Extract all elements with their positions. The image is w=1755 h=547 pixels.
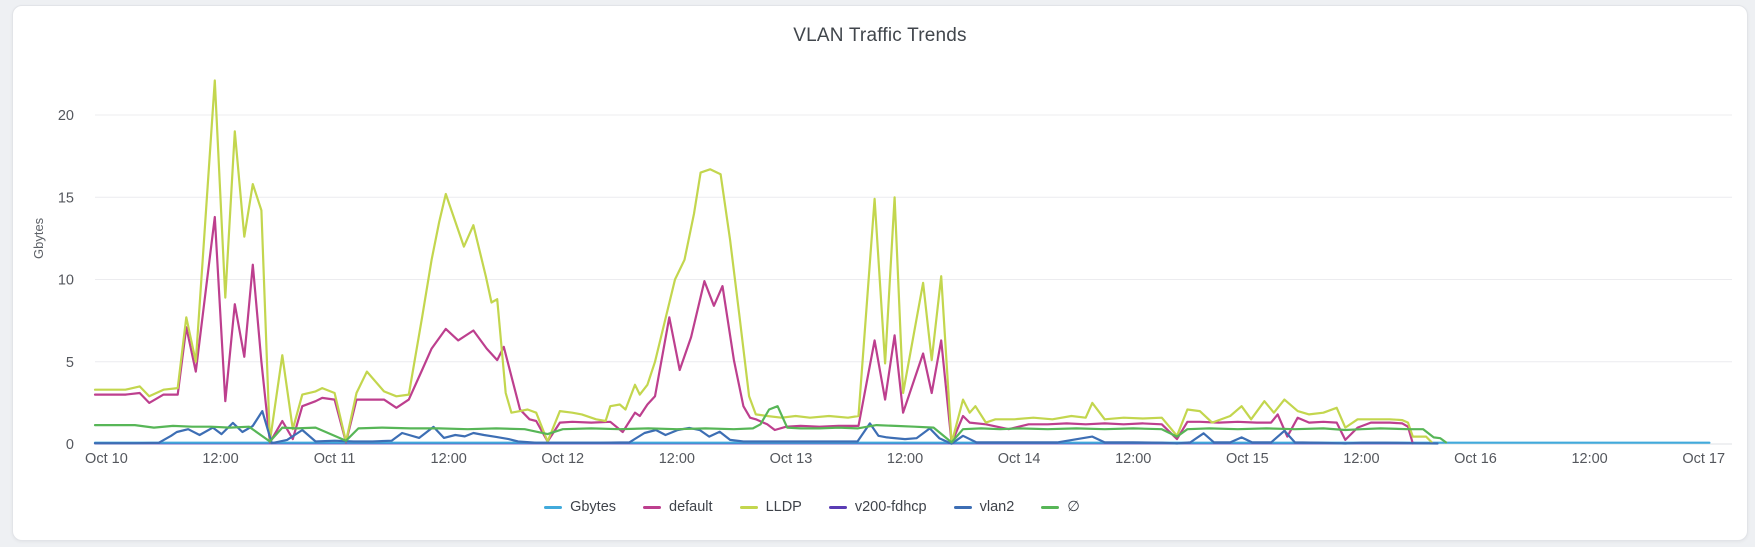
legend: Gbytes default LLDP v200-fdhcp vlan2 ∅: [95, 494, 1529, 520]
legend-item-LLDP[interactable]: LLDP: [739, 499, 802, 515]
x-tick-label: 12:00: [1571, 451, 1607, 467]
legend-item-default[interactable]: default: [643, 499, 713, 515]
x-tick-label: Oct 14: [998, 451, 1041, 467]
legend-item-∅[interactable]: ∅: [1041, 499, 1080, 515]
legend-label: Gbytes: [570, 499, 617, 515]
legend-item-v200-fdhcp[interactable]: v200-fdhcp: [828, 499, 927, 515]
legend-label: ∅: [1067, 499, 1080, 515]
legend-swatch: [828, 505, 847, 509]
legend-label: v200-fdhcp: [854, 499, 927, 515]
legend-item-vlan2[interactable]: vlan2: [953, 499, 1015, 515]
x-tick-label: Oct 17: [1682, 451, 1725, 467]
legend-label: default: [669, 499, 713, 515]
legend-label: vlan2: [979, 499, 1015, 515]
x-tick-label: Oct 16: [1454, 451, 1497, 467]
x-tick-label: Oct 15: [1226, 451, 1269, 467]
x-tick-label: 12:00: [1115, 451, 1151, 467]
legend-swatch: [643, 505, 662, 509]
x-tick-label: Oct 10: [85, 451, 128, 467]
legend-label: LLDP: [765, 499, 802, 515]
series-line-∅: [93, 405, 1448, 444]
legend-swatch: [739, 505, 758, 509]
legend-item-Gbytes[interactable]: Gbytes: [544, 499, 616, 515]
x-tick-label: 12:00: [431, 451, 467, 467]
x-tick-label: 12:00: [1343, 451, 1379, 467]
x-tick-label: Oct 11: [314, 451, 356, 467]
legend-swatch: [544, 505, 563, 509]
y-tick-label: 10: [58, 273, 74, 289]
x-tick-label: Oct 12: [541, 451, 584, 467]
panel-title[interactable]: VLAN Traffic Trends: [793, 25, 967, 46]
x-tick-label: 12:00: [887, 451, 923, 467]
x-tick-label: 12:00: [202, 451, 238, 467]
legend-swatch: [1041, 505, 1060, 509]
x-tick-label: Oct 13: [770, 451, 813, 467]
legend-swatch: [953, 505, 972, 509]
y-tick-label: 0: [66, 437, 74, 453]
series-line-LLDP: [93, 79, 1433, 445]
series-line-vlan2: [93, 410, 1439, 445]
series-line-default: [93, 215, 1414, 445]
y-tick-label: 15: [58, 190, 74, 206]
y-tick-label: 20: [58, 108, 74, 124]
y-tick-label: 5: [66, 355, 74, 371]
x-tick-label: 12:00: [659, 451, 695, 467]
